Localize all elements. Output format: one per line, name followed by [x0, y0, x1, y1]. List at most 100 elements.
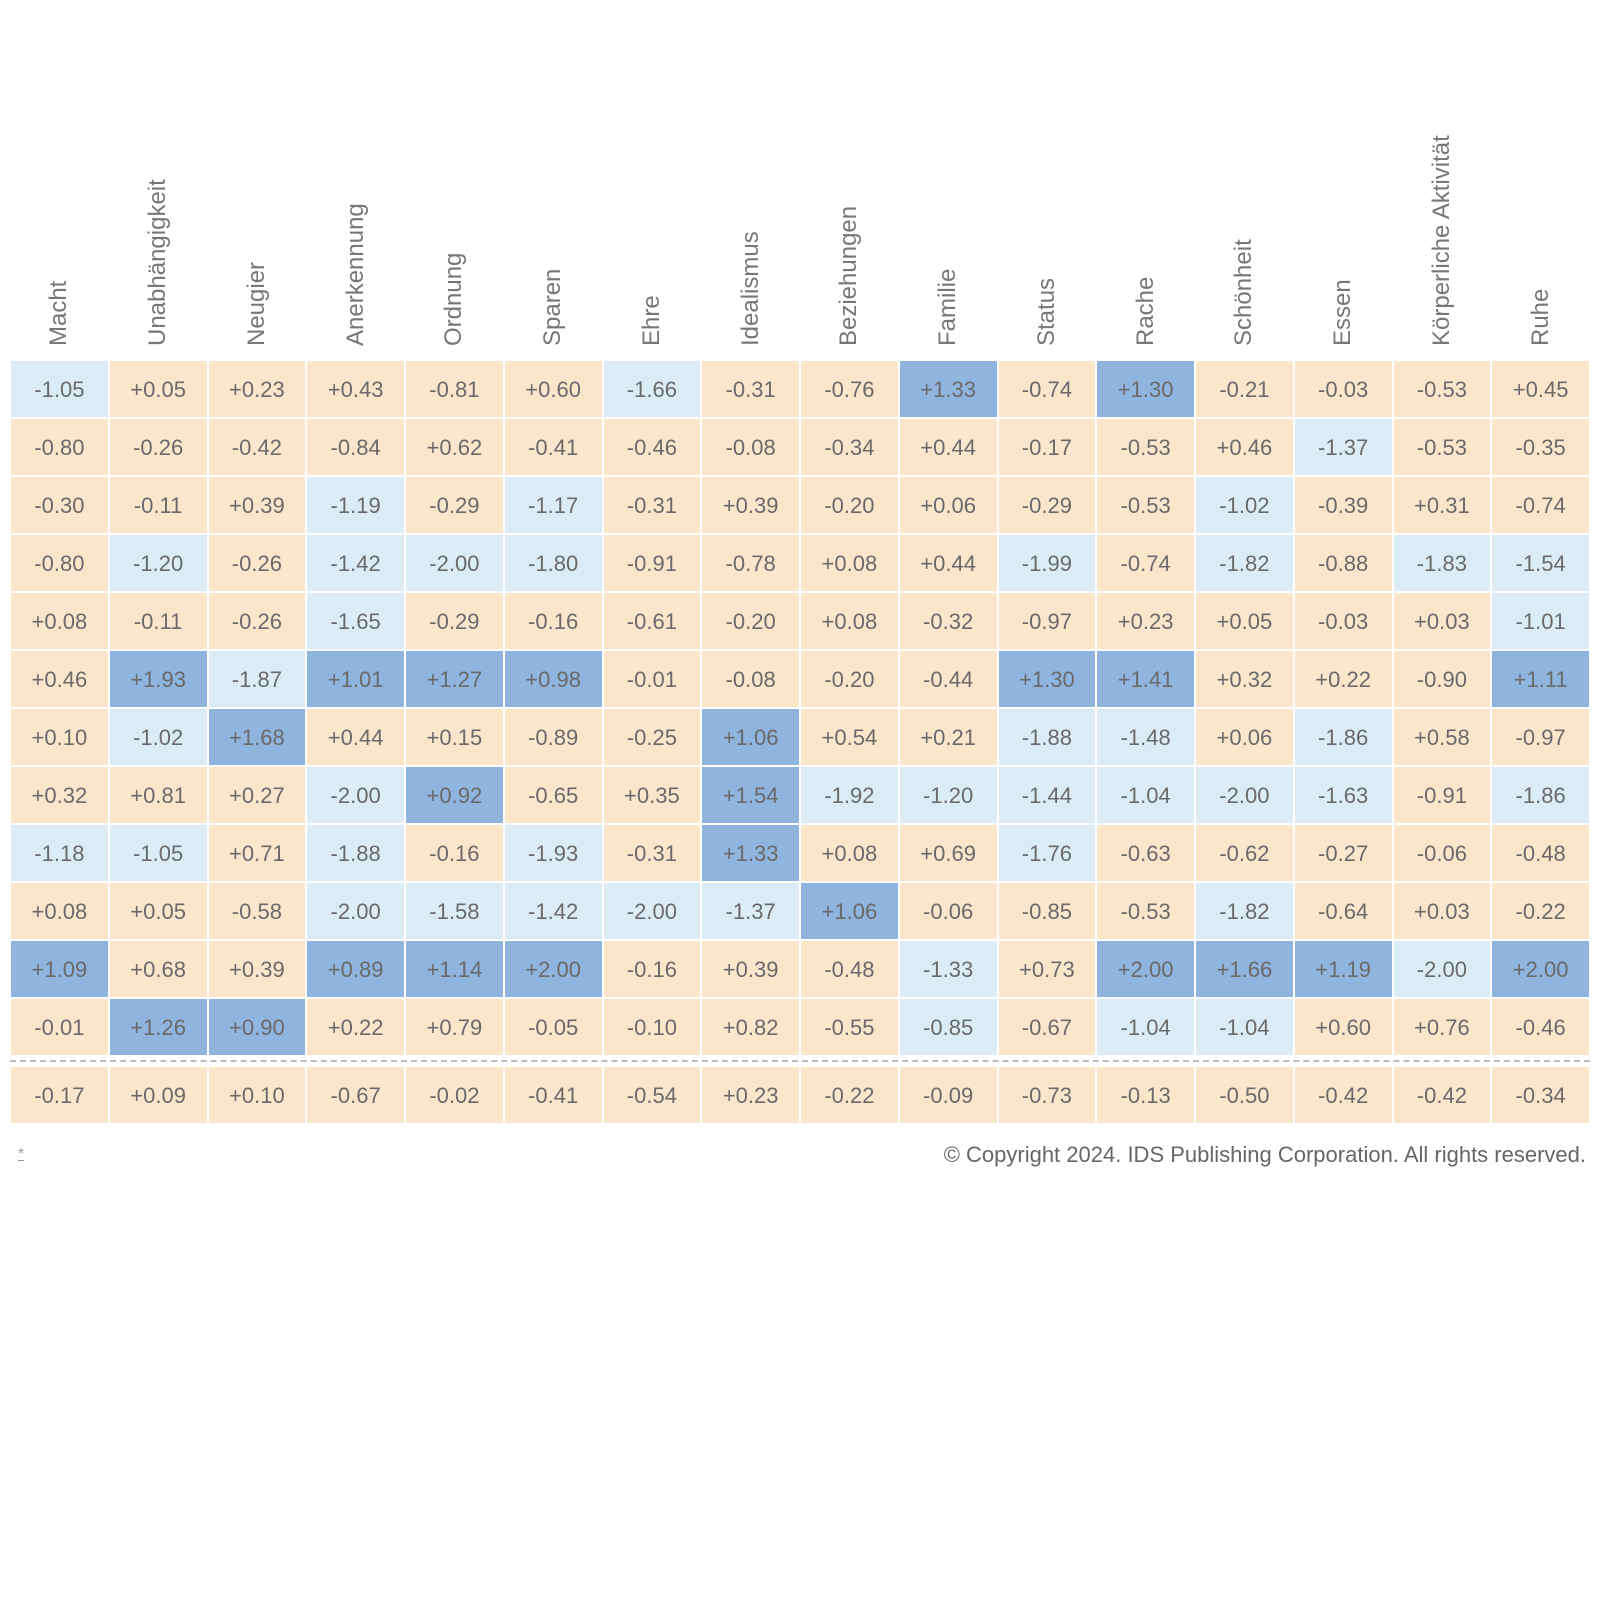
heatmap-cell: -1.88 [998, 708, 1097, 766]
heatmap-cell: -0.64 [1294, 882, 1393, 940]
heatmap-row: -0.80-0.26-0.42-0.84+0.62-0.41-0.46-0.08… [10, 418, 1590, 476]
column-header-label: Rache [1132, 277, 1160, 346]
heatmap-cell: -1.87 [208, 650, 307, 708]
heatmap-cell: -0.06 [899, 882, 998, 940]
heatmap-cell: +0.71 [208, 824, 307, 882]
heatmap-cell: -0.26 [109, 418, 208, 476]
heatmap-cell: +1.33 [701, 824, 800, 882]
heatmap-row: -0.30-0.11+0.39-1.19-0.29-1.17-0.31+0.39… [10, 476, 1590, 534]
column-header-label: Ehre [638, 295, 666, 346]
column-header: Neugier [208, 90, 307, 358]
heatmap-cell: -0.11 [109, 476, 208, 534]
heatmap-cell: +0.39 [208, 940, 307, 998]
heatmap-cell: -0.08 [701, 418, 800, 476]
heatmap-separator [10, 1060, 1590, 1062]
heatmap-cell: -0.91 [603, 534, 702, 592]
column-header: Körperliche Aktivität [1393, 90, 1492, 358]
heatmap-cell: -0.32 [899, 592, 998, 650]
heatmap-cell: +1.14 [405, 940, 504, 998]
heatmap-cell: +1.11 [1491, 650, 1590, 708]
heatmap-cell: -0.63 [1096, 824, 1195, 882]
heatmap-cell: +0.03 [1393, 592, 1492, 650]
heatmap-cell: -1.83 [1393, 534, 1492, 592]
heatmap-cell: -1.05 [10, 360, 109, 418]
heatmap-cell: -0.30 [10, 476, 109, 534]
heatmap-cell: +0.31 [1393, 476, 1492, 534]
heatmap-cell: -0.10 [603, 998, 702, 1056]
heatmap-cell: +0.05 [109, 360, 208, 418]
heatmap-row: -0.80-1.20-0.26-1.42-2.00-1.80-0.91-0.78… [10, 534, 1590, 592]
heatmap-cell: -0.53 [1096, 418, 1195, 476]
heatmap-cell: -0.97 [1491, 708, 1590, 766]
heatmap-cell: -0.74 [1096, 534, 1195, 592]
heatmap-cell: +0.03 [1393, 882, 1492, 940]
heatmap-cell: -0.81 [405, 360, 504, 418]
heatmap-cell: -1.76 [998, 824, 1097, 882]
heatmap-cell: +0.05 [109, 882, 208, 940]
heatmap-cell: -1.44 [998, 766, 1097, 824]
heatmap-cell: -0.67 [306, 1066, 405, 1124]
heatmap-cell: -0.76 [800, 360, 899, 418]
heatmap-cell: +0.05 [1195, 592, 1294, 650]
footnote-marker: * [18, 1146, 24, 1164]
heatmap-cell: -0.89 [504, 708, 603, 766]
column-header-label: Idealismus [737, 231, 765, 346]
heatmap-cell: -0.50 [1195, 1066, 1294, 1124]
heatmap-cell: -0.29 [998, 476, 1097, 534]
heatmap-cell: -1.20 [109, 534, 208, 592]
heatmap-cell: -2.00 [306, 766, 405, 824]
column-header-label: Neugier [243, 262, 271, 346]
heatmap-cell: -0.53 [1393, 360, 1492, 418]
heatmap-cell: -0.34 [1491, 1066, 1590, 1124]
heatmap-cell: -0.65 [504, 766, 603, 824]
heatmap-cell: -1.05 [109, 824, 208, 882]
column-header: Beziehungen [800, 90, 899, 358]
heatmap-cell: +0.92 [405, 766, 504, 824]
heatmap-cell: -0.26 [208, 534, 307, 592]
heatmap-cell: +0.73 [998, 940, 1097, 998]
heatmap-cell: +0.06 [899, 476, 998, 534]
heatmap-cell: -0.85 [899, 998, 998, 1056]
heatmap-cell: -0.41 [504, 1066, 603, 1124]
heatmap-cell: -1.19 [306, 476, 405, 534]
heatmap-cell: -0.03 [1294, 360, 1393, 418]
heatmap-cell: +1.09 [10, 940, 109, 998]
heatmap-cell: -0.73 [998, 1066, 1097, 1124]
column-header-label: Schönheit [1230, 239, 1258, 346]
heatmap-cell: -1.33 [899, 940, 998, 998]
heatmap-cell: +0.10 [208, 1066, 307, 1124]
heatmap-cell: -1.42 [306, 534, 405, 592]
column-header: Ehre [603, 90, 702, 358]
heatmap-cell: -1.93 [504, 824, 603, 882]
heatmap-cell: -2.00 [1195, 766, 1294, 824]
heatmap-cell: -0.42 [208, 418, 307, 476]
heatmap-cell: -0.31 [603, 476, 702, 534]
heatmap-cell: -0.55 [800, 998, 899, 1056]
heatmap-cell: -0.16 [504, 592, 603, 650]
heatmap-cell: -0.02 [405, 1066, 504, 1124]
column-header: Essen [1294, 90, 1393, 358]
heatmap-cell: -1.86 [1491, 766, 1590, 824]
column-header-label: Ordnung [440, 253, 468, 346]
heatmap-row: +0.10-1.02+1.68+0.44+0.15-0.89-0.25+1.06… [10, 708, 1590, 766]
heatmap-cell: -0.42 [1393, 1066, 1492, 1124]
heatmap-cell: +0.62 [405, 418, 504, 476]
heatmap-cell: +0.46 [10, 650, 109, 708]
heatmap-cell: -2.00 [306, 882, 405, 940]
column-header: Unabhängigkeit [109, 90, 208, 358]
heatmap-cell: -2.00 [1393, 940, 1492, 998]
heatmap-cell: -0.78 [701, 534, 800, 592]
heatmap-cell: -1.88 [306, 824, 405, 882]
heatmap-cell: -0.84 [306, 418, 405, 476]
heatmap-cell: +0.39 [701, 476, 800, 534]
column-header-label: Sparen [539, 269, 567, 346]
heatmap-cell: +0.08 [10, 882, 109, 940]
heatmap-cell: -0.35 [1491, 418, 1590, 476]
heatmap-cell: -1.02 [109, 708, 208, 766]
heatmap-cell: -1.54 [1491, 534, 1590, 592]
heatmap-cell: -0.44 [899, 650, 998, 708]
heatmap-cell: -1.86 [1294, 708, 1393, 766]
heatmap-row: +0.32+0.81+0.27-2.00+0.92-0.65+0.35+1.54… [10, 766, 1590, 824]
column-header-label: Anerkennung [342, 203, 370, 346]
column-header: Sparen [504, 90, 603, 358]
